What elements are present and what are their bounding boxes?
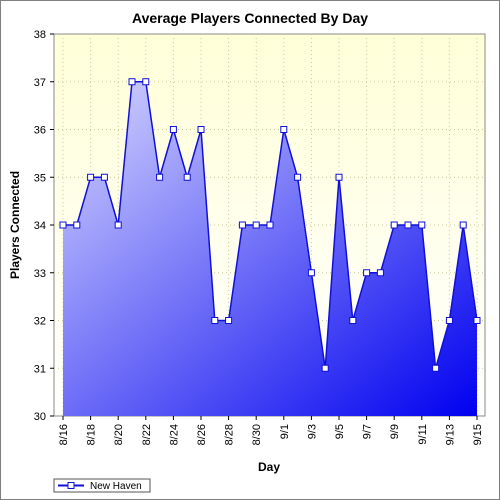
- data-point-9/1: [280, 126, 288, 133]
- data-point-9/6: [349, 317, 357, 324]
- data-point-8/28: [225, 317, 233, 324]
- x-tick-label: 8/20: [113, 424, 125, 445]
- data-point-9/2: [294, 173, 302, 181]
- data-point-9/10: [404, 221, 412, 229]
- x-tick-label: 8/18: [86, 424, 98, 445]
- data-point-9/9: [390, 221, 398, 229]
- data-point-8/22: [142, 78, 150, 86]
- x-tick-label: 8/24: [168, 424, 180, 445]
- data-point-9/5: [335, 173, 343, 181]
- data-point-8/24: [169, 126, 177, 133]
- data-point-8/19: [100, 173, 108, 181]
- x-tick-label: 9/11: [417, 424, 429, 445]
- x-tick-label: 9/1: [279, 424, 291, 439]
- y-tick-label: 31: [34, 363, 46, 375]
- x-tick-label: 8/30: [251, 424, 263, 445]
- data-point-9/14: [459, 221, 467, 229]
- y-tick-label: 36: [34, 125, 46, 137]
- data-point-8/25: [183, 173, 191, 181]
- data-point-8/17: [73, 221, 81, 229]
- data-point-8/29: [238, 221, 246, 229]
- x-tick-label: 9/3: [306, 424, 318, 439]
- legend-label: New Haven: [90, 481, 142, 492]
- data-point-8/16: [59, 221, 67, 229]
- data-point-9/3: [307, 269, 315, 277]
- data-point-8/27: [211, 317, 219, 324]
- x-tick-label: 9/5: [334, 424, 346, 439]
- x-tick-label: 8/28: [224, 424, 236, 445]
- series-area-new-haven: [63, 81, 477, 416]
- x-tick-label: 8/16: [58, 424, 70, 445]
- legend-box: [53, 478, 151, 493]
- y-tick-label: 33: [34, 268, 46, 280]
- data-point-8/31: [266, 221, 274, 229]
- data-point-9/15: [473, 317, 481, 324]
- data-point-9/7: [363, 269, 371, 277]
- data-point-8/18: [87, 173, 95, 181]
- legend: New Haven: [53, 478, 151, 493]
- y-tick-label: 34: [34, 220, 46, 232]
- data-point-9/11: [418, 221, 426, 229]
- y-tick-label: 35: [34, 172, 46, 184]
- x-tick-label: 9/15: [472, 424, 484, 445]
- x-tick-label: 9/13: [444, 424, 456, 445]
- x-axis-label: Day: [258, 460, 280, 474]
- y-axis-label: Players Connected: [8, 171, 22, 279]
- x-tick-label: 8/22: [141, 424, 153, 445]
- y-tick-label: 38: [34, 29, 46, 41]
- y-tick-label: 30: [34, 411, 46, 423]
- data-point-8/26: [197, 126, 205, 133]
- x-tick-label: 9/7: [362, 424, 374, 439]
- data-point-9/8: [376, 269, 384, 277]
- data-point-8/23: [156, 173, 164, 181]
- y-axis: 30 31 32 33 34 35 36 37 38: [34, 29, 54, 423]
- y-tick-label: 37: [34, 77, 46, 89]
- legend-marker-icon: [67, 482, 75, 489]
- x-axis: 8/16 8/18 8/20 8/22 8/24 8/26 8/28 8/30 9/1 9/3 9/…: [58, 416, 484, 445]
- series-markers: [59, 78, 481, 372]
- y-tick-label: 32: [34, 316, 46, 328]
- chart-title: Average Players Connected By Day: [132, 10, 368, 26]
- data-point-9/12: [432, 364, 440, 372]
- x-tick-label: 8/26: [196, 424, 208, 445]
- data-point-9/13: [445, 317, 453, 324]
- data-point-8/21: [128, 78, 136, 86]
- data-point-9/4: [321, 364, 329, 372]
- data-point-8/30: [252, 221, 260, 229]
- x-tick-label: 9/9: [389, 424, 401, 439]
- data-point-8/20: [114, 221, 122, 229]
